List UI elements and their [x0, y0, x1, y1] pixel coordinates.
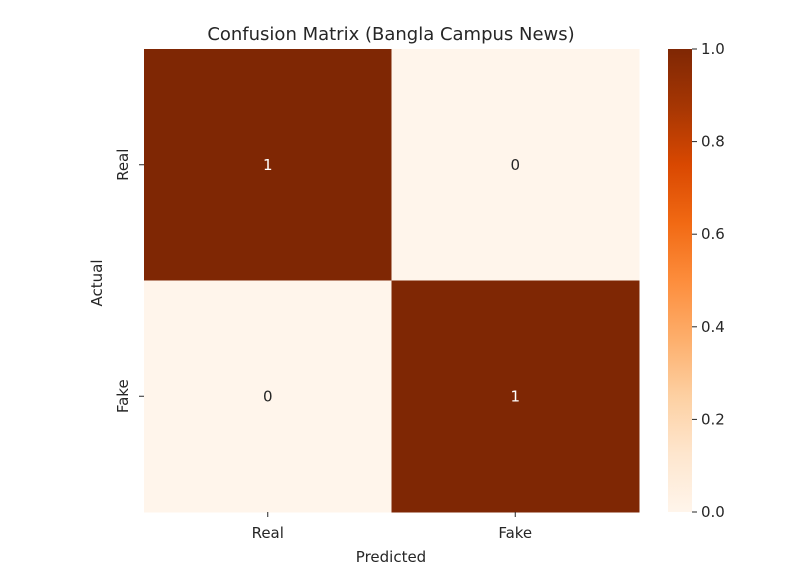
colorbar-tick-label: 0.0 — [701, 503, 725, 521]
x-tick-label: Fake — [498, 524, 532, 542]
colorbar-tick-label: 1.0 — [701, 40, 725, 58]
heatmap-cell — [144, 280, 392, 513]
chart-title: Confusion Matrix (Bangla Campus News) — [207, 24, 574, 45]
heatmap-cells — [144, 49, 640, 513]
cell-value-label: 0 — [510, 156, 520, 174]
colorbar-ticks: 0.0 0.2 0.4 0.6 0.8 1.0 — [692, 40, 725, 521]
x-axis-ticks: Real Fake — [252, 512, 532, 542]
y-tick-label: Real — [114, 149, 132, 181]
cell-value-label: 0 — [263, 387, 273, 405]
colorbar-tick-label: 0.4 — [701, 318, 725, 336]
heatmap-cell-labels: 1 0 0 1 — [263, 156, 520, 406]
colorbar-tick-label: 0.2 — [701, 410, 725, 428]
heatmap-cell — [391, 280, 640, 513]
colorbar-tick-label: 0.6 — [701, 225, 725, 243]
x-tick-label: Real — [252, 524, 284, 542]
cell-value-label: 1 — [263, 156, 273, 174]
y-tick-label: Fake — [114, 379, 132, 413]
heatmap-cell — [144, 49, 392, 281]
y-axis-ticks: Real Fake — [114, 149, 144, 413]
cell-value-label: 1 — [510, 387, 520, 405]
colorbar — [668, 49, 692, 512]
colorbar-tick-label: 0.8 — [701, 133, 725, 151]
x-axis-label: Predicted — [356, 548, 426, 566]
heatmap-cell — [391, 49, 640, 281]
y-axis-label: Actual — [88, 260, 106, 307]
